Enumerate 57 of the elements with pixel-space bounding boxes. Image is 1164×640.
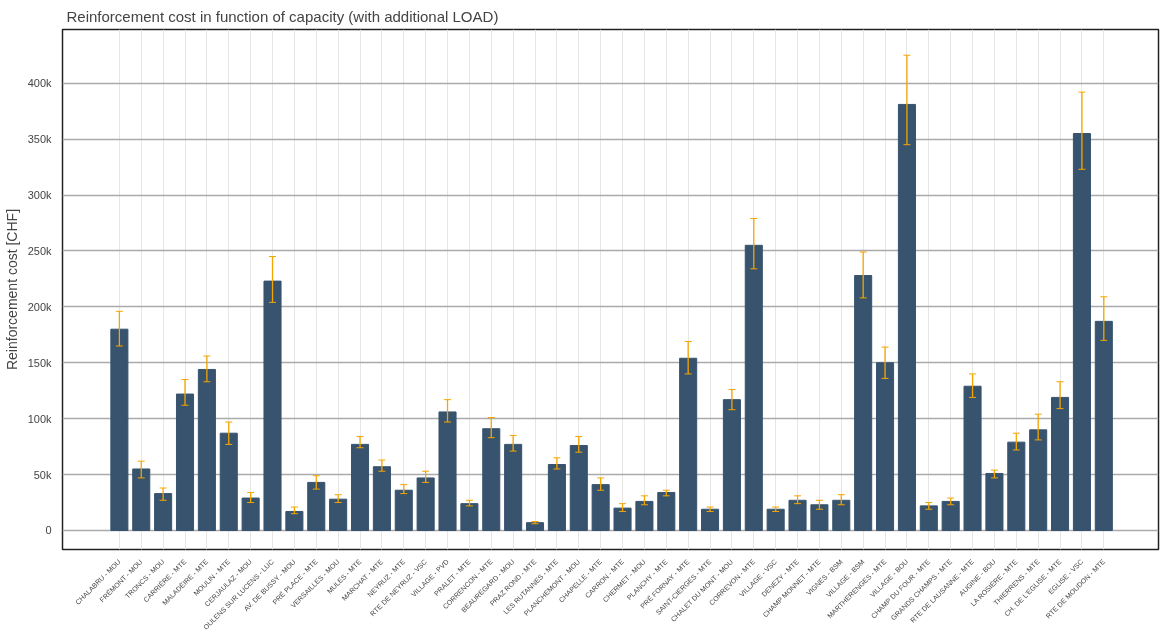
- bar: [591, 484, 610, 531]
- bar: [219, 432, 238, 531]
- bar: [854, 275, 873, 531]
- bar: [132, 468, 151, 531]
- y-tick-label: 150k: [27, 356, 52, 369]
- bar: [788, 499, 807, 531]
- bar: [110, 328, 129, 531]
- bar: [175, 393, 195, 531]
- bar: [416, 477, 435, 531]
- bar: [963, 385, 982, 531]
- bar: [919, 505, 938, 531]
- bar: [635, 500, 654, 531]
- bar: [1094, 320, 1113, 531]
- chart-title: Reinforcement cost in function of capacity (with additional LOAD): [66, 7, 499, 25]
- bar: [460, 503, 479, 531]
- bar: [1051, 396, 1070, 531]
- bar: [1007, 441, 1026, 531]
- bar: [701, 508, 720, 531]
- y-tick-label: 50k: [33, 468, 52, 481]
- bar: [241, 497, 260, 531]
- bar: [985, 472, 1004, 531]
- bar: [744, 244, 763, 531]
- bar: [810, 504, 829, 531]
- bar: [504, 443, 523, 531]
- bar: [394, 489, 413, 531]
- y-tick-label: 350k: [27, 133, 52, 146]
- bar: [263, 280, 282, 531]
- bar: [154, 493, 173, 531]
- bar: [657, 491, 676, 531]
- bar: [613, 507, 632, 531]
- bar: [722, 399, 741, 531]
- y-tick-label: 400k: [27, 77, 52, 90]
- bar: [876, 362, 895, 531]
- y-tick-label: 200k: [27, 300, 52, 313]
- bar: [547, 464, 566, 531]
- bar: [1029, 429, 1048, 531]
- bar: [197, 368, 216, 531]
- y-axis-title: Reinforcement cost [CHF]: [3, 208, 20, 371]
- bar: [766, 508, 785, 531]
- bar: [1072, 133, 1091, 531]
- y-tick-label: 0: [45, 524, 52, 537]
- bar: [438, 411, 457, 531]
- bar: [307, 481, 326, 531]
- bar: [569, 445, 588, 531]
- bar: [679, 357, 698, 531]
- bar: [285, 510, 304, 531]
- bar: [350, 443, 370, 531]
- bar: [372, 466, 391, 531]
- y-tick-label: 300k: [27, 189, 52, 202]
- y-tick-label: 250k: [27, 244, 52, 257]
- bar: [832, 499, 851, 531]
- bar: [329, 498, 348, 531]
- y-tick-label: 100k: [27, 412, 52, 425]
- bar: [897, 103, 916, 531]
- bar: [941, 500, 960, 531]
- bar: [482, 428, 501, 531]
- bar: [526, 522, 545, 531]
